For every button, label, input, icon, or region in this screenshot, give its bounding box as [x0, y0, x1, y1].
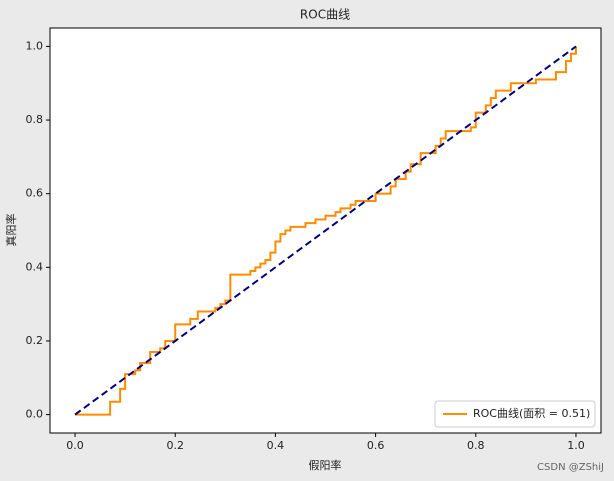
- x-tick-label: 0.6: [367, 439, 385, 452]
- y-tick-label: 0.4: [26, 260, 44, 273]
- y-tick-label: 0.8: [26, 113, 44, 126]
- y-axis-label: 真阳率: [4, 214, 18, 247]
- legend-box: [434, 400, 596, 428]
- watermark: CSDN @ZShiJ: [537, 462, 604, 473]
- x-axis-label: 假阳率: [309, 458, 342, 472]
- x-tick-label: 0.2: [166, 439, 184, 452]
- series-line: [74, 45, 577, 416]
- chart-title: ROC曲线: [300, 8, 350, 22]
- legend: ROC曲线(面积 = 0.51): [434, 400, 596, 428]
- x-tick-label: 0.4: [267, 439, 285, 452]
- y-tick-label: 0.0: [26, 408, 44, 421]
- x-tick-label: 0.8: [467, 439, 485, 452]
- y-tick-label: 0.6: [26, 187, 44, 200]
- x-tick-label: 1.0: [567, 439, 585, 452]
- x-tick-label: 0.0: [66, 439, 84, 452]
- y-tick-label: 0.2: [26, 334, 44, 347]
- y-tick-label: 1.0: [26, 39, 44, 52]
- legend-label: ROC曲线(面积 = 0.51): [473, 406, 590, 420]
